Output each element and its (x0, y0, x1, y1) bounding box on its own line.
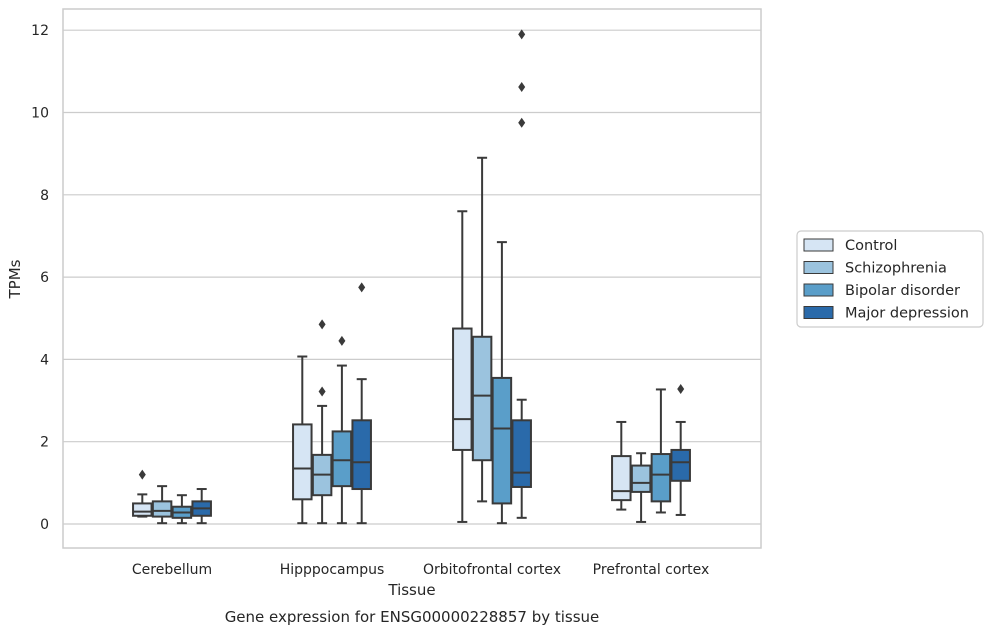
box-0-3 (191, 488, 212, 525)
outlier-point (318, 319, 326, 330)
legend-swatch (803, 261, 834, 274)
legend-frame (796, 230, 984, 328)
outlier-point (677, 384, 685, 395)
outlier-point (138, 469, 146, 480)
box-plots (132, 29, 691, 525)
y-tick-label: 0 (40, 517, 49, 533)
box-iqr (351, 419, 372, 491)
box-2-0 (452, 210, 473, 523)
y-tick-label: 2 (40, 435, 49, 451)
outlier-point (358, 282, 366, 293)
box-iqr (151, 500, 173, 518)
outlier-point (518, 117, 526, 128)
grid (63, 29, 761, 525)
y-axis-label: TPMs (6, 259, 24, 299)
box-1-3 (351, 282, 372, 525)
x-tick-label: Cerebellum (132, 562, 212, 578)
box-iqr (611, 455, 632, 502)
plot-frame (62, 8, 762, 549)
outlier-point (318, 386, 326, 397)
legend-swatch (803, 238, 834, 252)
box-2-1 (471, 156, 493, 503)
box-1-0 (292, 355, 313, 525)
legend-swatch (803, 306, 834, 319)
box-iqr (670, 448, 691, 482)
legend-entry: Bipolar disorder (845, 283, 960, 299)
y-tick-label: 10 (31, 106, 49, 122)
box-iqr (292, 423, 313, 501)
box-iqr (650, 453, 672, 503)
box-iqr (630, 464, 652, 493)
box-3-1 (630, 452, 652, 523)
box-1-1 (311, 319, 333, 525)
chart-caption: Gene expression for ENSG00000228857 by t… (225, 608, 600, 626)
box-iqr (452, 327, 473, 451)
box-3-0 (611, 420, 632, 511)
box-0-1 (151, 485, 173, 525)
legend: Control Schizophrenia Bipolar disorder Majo… (796, 230, 984, 328)
box-iqr (471, 335, 493, 462)
box-0-2 (171, 494, 193, 525)
x-tick-label: Prefrontal cortex (593, 562, 710, 578)
y-tick-label: 12 (31, 23, 49, 39)
outlier-point (518, 81, 526, 92)
y-tick-labels: 0 2 4 6 8 10 12 (31, 23, 49, 533)
y-tick-label: 6 (40, 270, 49, 286)
box-3-3 (670, 384, 691, 516)
box-iqr (331, 430, 353, 488)
y-tick-label: 8 (40, 188, 49, 204)
legend-entry: Major depression (845, 306, 969, 322)
outlier-point (518, 29, 526, 40)
box-iqr (511, 419, 532, 488)
x-tick-labels: Cerebellum Hipppocampus Orbitofrontal cort… (132, 562, 709, 578)
box-1-2 (331, 335, 353, 525)
box-2-3 (511, 29, 532, 519)
box-iqr (132, 502, 153, 517)
y-tick-label: 4 (40, 352, 49, 368)
x-tick-label: Orbitofrontal cortex (423, 562, 561, 578)
box-iqr (491, 376, 513, 505)
box-3-2 (650, 388, 672, 514)
outlier-point (338, 335, 346, 346)
legend-entry: Control (845, 238, 897, 254)
box-2-2 (491, 241, 513, 525)
legend-entry: Schizophrenia (845, 261, 947, 277)
legend-swatch (803, 283, 834, 297)
box-0-0 (132, 469, 153, 518)
x-tick-label: Hipppocampus (280, 562, 385, 578)
x-axis-label: Tissue (387, 581, 435, 599)
